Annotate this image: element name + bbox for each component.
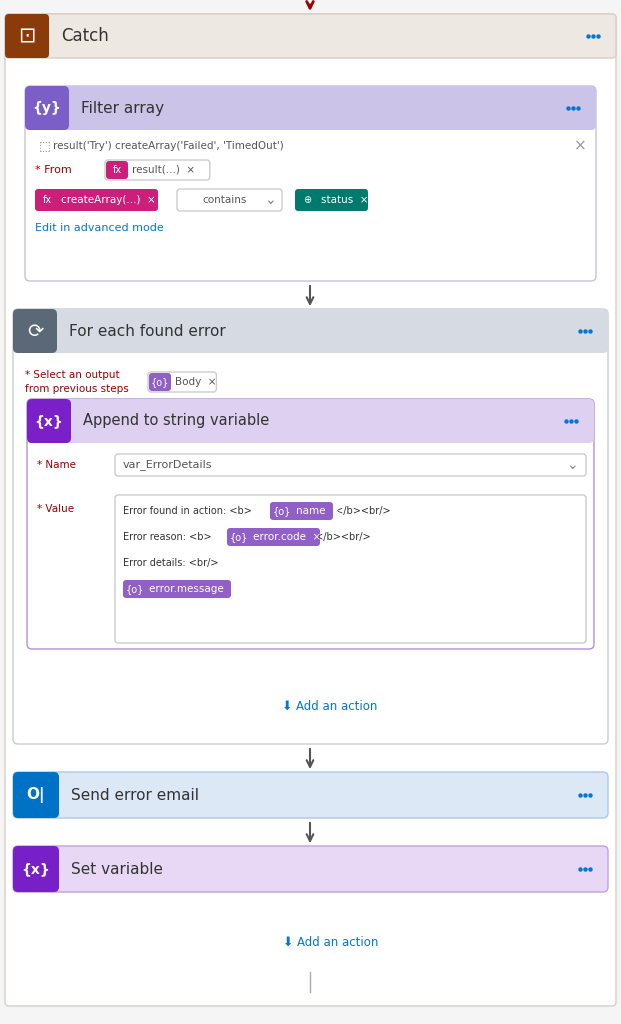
Text: </b><br/>: </b><br/> <box>332 506 391 516</box>
Text: Error reason: <b>: Error reason: <b> <box>123 532 212 542</box>
Text: ⬚: ⬚ <box>39 139 51 153</box>
FancyBboxPatch shape <box>149 373 171 391</box>
FancyBboxPatch shape <box>25 86 596 281</box>
Text: For each found error: For each found error <box>69 324 226 339</box>
FancyBboxPatch shape <box>177 189 282 211</box>
Text: Send error email: Send error email <box>71 787 199 803</box>
FancyBboxPatch shape <box>295 189 368 211</box>
Text: name  ×: name × <box>296 506 341 516</box>
Text: result('Try') createArray('Failed', 'TimedOut'): result('Try') createArray('Failed', 'Tim… <box>53 141 284 151</box>
Text: Catch: Catch <box>61 27 109 45</box>
Text: Filter array: Filter array <box>81 100 164 116</box>
Text: Append to string variable: Append to string variable <box>83 414 270 428</box>
FancyBboxPatch shape <box>13 309 608 744</box>
Text: Add an action: Add an action <box>296 699 378 713</box>
Text: fx: fx <box>42 195 52 205</box>
FancyBboxPatch shape <box>227 528 320 546</box>
Text: Set variable: Set variable <box>71 861 163 877</box>
FancyBboxPatch shape <box>25 86 69 130</box>
Text: error.message  ×: error.message × <box>149 584 239 594</box>
FancyBboxPatch shape <box>13 309 608 353</box>
FancyBboxPatch shape <box>13 772 59 818</box>
FancyBboxPatch shape <box>123 580 231 598</box>
FancyBboxPatch shape <box>5 14 49 58</box>
Text: {o}: {o} <box>151 377 169 387</box>
Text: {x}: {x} <box>22 862 50 876</box>
FancyBboxPatch shape <box>106 161 128 179</box>
Text: * From: * From <box>35 165 72 175</box>
FancyBboxPatch shape <box>5 14 616 1006</box>
FancyBboxPatch shape <box>35 189 158 211</box>
Text: Body  ×: Body × <box>175 377 217 387</box>
Text: error.code  ×: error.code × <box>253 532 321 542</box>
Text: from previous steps: from previous steps <box>25 384 129 394</box>
Text: {o}: {o} <box>126 584 144 594</box>
FancyBboxPatch shape <box>115 495 586 643</box>
Text: Error found in action: <b>: Error found in action: <b> <box>123 506 252 516</box>
FancyBboxPatch shape <box>27 399 594 443</box>
Text: Error details: <br/>: Error details: <br/> <box>123 558 219 568</box>
Text: contains: contains <box>203 195 247 205</box>
Text: Add an action: Add an action <box>297 936 378 948</box>
Text: result(...)  ×: result(...) × <box>132 165 195 175</box>
Text: * Name: * Name <box>37 460 76 470</box>
Text: {o}: {o} <box>273 506 291 516</box>
Text: fx: fx <box>112 165 122 175</box>
Text: ⌄: ⌄ <box>566 458 578 472</box>
FancyBboxPatch shape <box>5 14 616 58</box>
FancyBboxPatch shape <box>13 772 608 818</box>
Text: ⟳: ⟳ <box>27 322 43 341</box>
Text: Edit in advanced mode: Edit in advanced mode <box>35 223 164 233</box>
Text: {o}: {o} <box>230 532 248 542</box>
Text: * Select an output: * Select an output <box>25 370 120 380</box>
FancyBboxPatch shape <box>105 160 210 180</box>
Text: ⊕: ⊕ <box>303 195 311 205</box>
Text: ⬇: ⬇ <box>282 699 292 713</box>
Text: {y}: {y} <box>33 101 61 115</box>
Text: ⌄: ⌄ <box>264 193 276 207</box>
FancyBboxPatch shape <box>25 86 596 130</box>
FancyBboxPatch shape <box>13 309 57 353</box>
Text: O|: O| <box>27 787 45 803</box>
Text: ×: × <box>574 138 586 154</box>
Text: var_ErrorDetails: var_ErrorDetails <box>123 460 212 470</box>
FancyBboxPatch shape <box>27 399 71 443</box>
FancyBboxPatch shape <box>148 372 216 392</box>
FancyBboxPatch shape <box>13 846 59 892</box>
Text: * Value: * Value <box>37 504 74 514</box>
FancyBboxPatch shape <box>115 454 586 476</box>
Text: </b><br/>: </b><br/> <box>312 532 371 542</box>
Text: ⬇: ⬇ <box>283 936 294 948</box>
Text: ⊡: ⊡ <box>18 26 36 46</box>
Text: {x}: {x} <box>35 414 63 428</box>
FancyBboxPatch shape <box>27 399 594 649</box>
Text: status  ×: status × <box>321 195 368 205</box>
Text: createArray(...)  ×: createArray(...) × <box>61 195 156 205</box>
FancyBboxPatch shape <box>270 502 333 520</box>
FancyBboxPatch shape <box>13 846 608 892</box>
